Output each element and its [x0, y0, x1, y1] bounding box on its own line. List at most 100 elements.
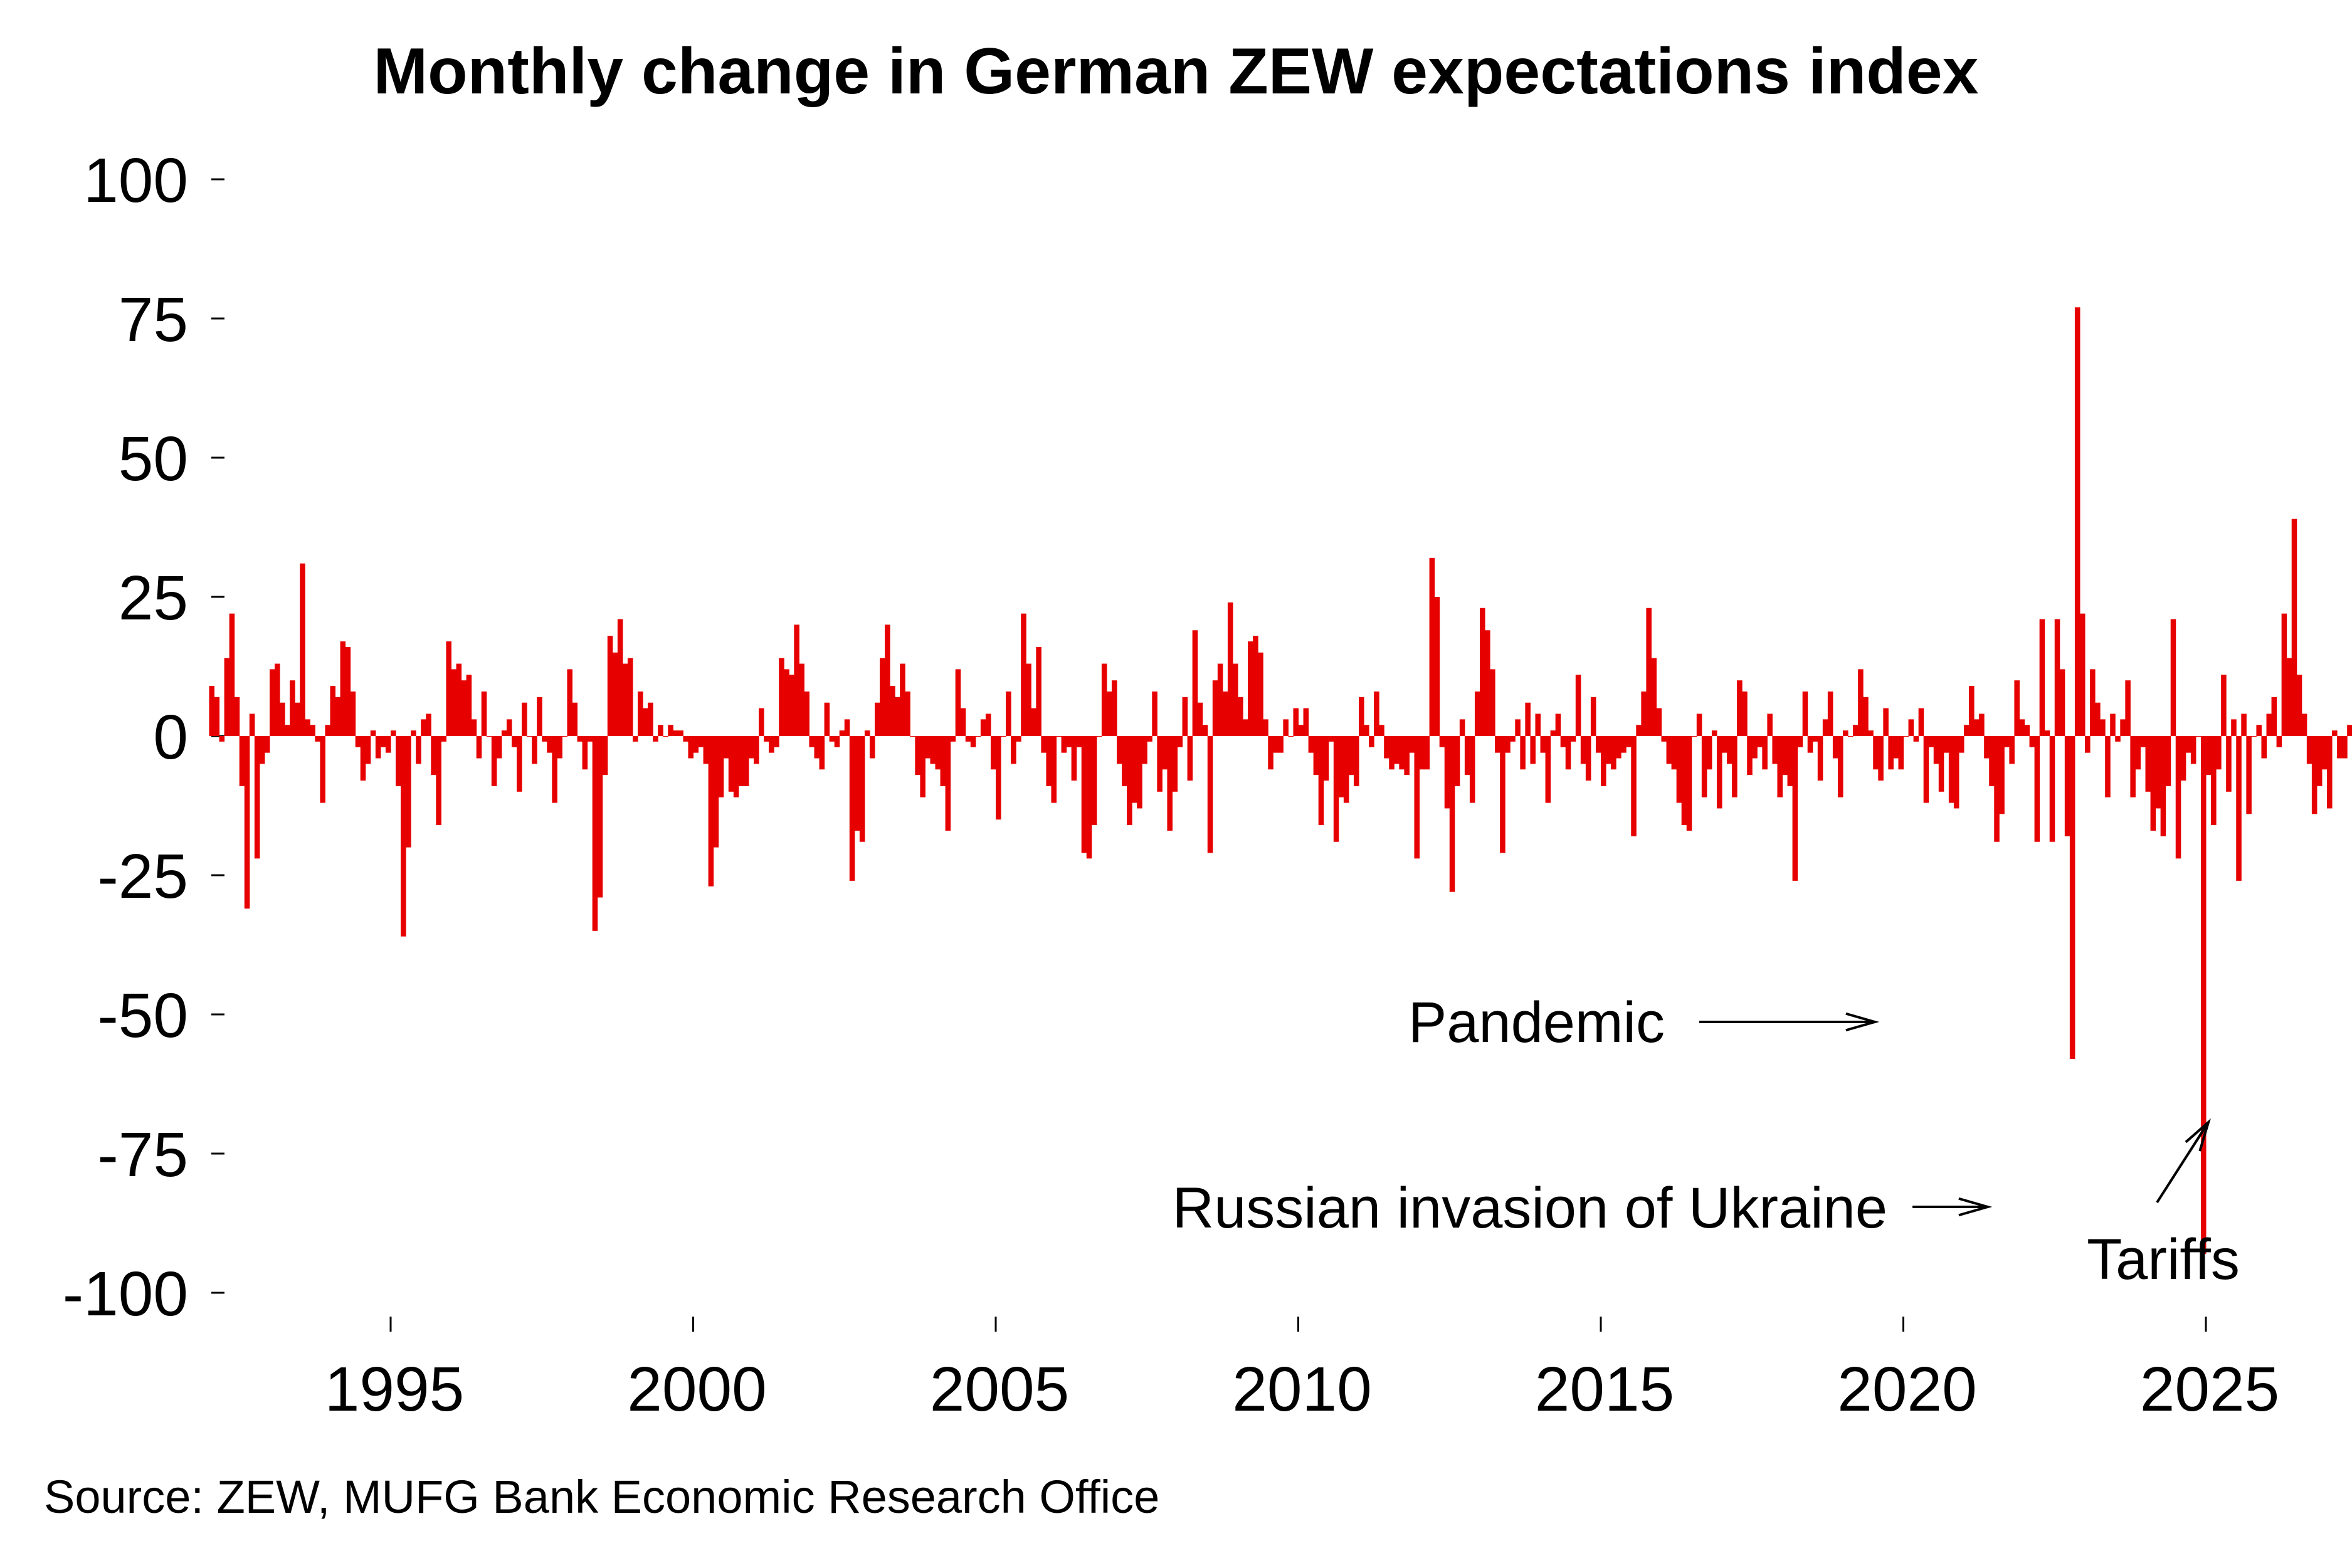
bar	[1802, 691, 1808, 736]
bar	[1601, 736, 1606, 786]
bar	[718, 736, 724, 797]
annotation-pandemic: Pandemic	[1408, 991, 1665, 1055]
bar	[1570, 736, 1576, 742]
bar	[2206, 736, 2212, 776]
bar	[1106, 691, 1112, 736]
bar	[1711, 730, 1717, 736]
bar	[1999, 736, 2005, 814]
bar	[1318, 736, 1324, 826]
bar	[2029, 736, 2035, 747]
bar	[350, 691, 356, 736]
bar	[990, 736, 996, 770]
bar	[1041, 736, 1047, 753]
bar	[2337, 736, 2343, 759]
bar	[234, 697, 240, 736]
bar	[950, 736, 956, 742]
bar	[406, 736, 411, 848]
bar	[663, 736, 668, 737]
bar	[1157, 736, 1163, 792]
bar	[1333, 736, 1339, 842]
bar	[506, 719, 512, 736]
bar	[1021, 613, 1026, 736]
bar	[441, 736, 446, 742]
bar	[264, 736, 270, 753]
bar	[1606, 736, 1611, 764]
bar	[1943, 736, 1949, 753]
bar	[875, 702, 880, 736]
bar	[1444, 736, 1450, 809]
bar	[900, 663, 905, 736]
bar	[2332, 730, 2338, 736]
bar	[1379, 725, 1384, 736]
bar	[1656, 708, 1662, 736]
bar	[1162, 736, 1168, 770]
bar	[925, 736, 931, 759]
bar	[1550, 730, 1556, 736]
bar	[355, 736, 361, 747]
bar	[1147, 736, 1152, 742]
x-tick-label: 2005	[930, 1354, 1069, 1424]
bar	[1222, 691, 1228, 736]
bar	[2049, 736, 2055, 842]
bar	[2019, 719, 2025, 736]
bar	[1732, 736, 1738, 797]
bar	[2316, 736, 2323, 786]
bar	[1933, 736, 1939, 764]
bar	[809, 736, 815, 747]
bar	[436, 736, 441, 826]
bar	[1238, 697, 1243, 736]
bar	[1984, 736, 1990, 759]
bar	[804, 691, 809, 736]
bar	[1343, 736, 1349, 803]
bar	[708, 736, 714, 887]
bar	[466, 675, 472, 736]
bar	[1691, 736, 1697, 737]
bar	[759, 708, 764, 736]
bar	[491, 736, 497, 786]
bar	[1384, 736, 1390, 759]
bar	[915, 736, 920, 776]
bar	[1187, 736, 1193, 781]
bar	[496, 736, 502, 759]
bar	[869, 736, 875, 759]
annotations: Pandemic Russian invasion of Ukraine Tarif…	[1173, 991, 2240, 1292]
bar	[1792, 736, 1798, 881]
bar	[451, 669, 457, 736]
bar	[2074, 307, 2080, 736]
bar	[2165, 736, 2171, 786]
bar	[431, 736, 436, 776]
bar	[678, 730, 683, 736]
bar	[2150, 736, 2156, 831]
bar	[1812, 736, 1818, 742]
bar	[1323, 736, 1329, 781]
bar	[2266, 713, 2272, 736]
bar	[1540, 736, 1546, 753]
x-axis: 1995 2000 2005 2010 2015 2020 2025	[325, 1317, 2279, 1424]
bar	[2347, 725, 2352, 736]
y-tick-label: -75	[97, 1120, 188, 1190]
bar	[1132, 736, 1137, 803]
bar	[2014, 680, 2020, 736]
bar	[980, 719, 986, 736]
bar	[819, 736, 825, 770]
bar	[910, 736, 915, 737]
bar	[1923, 736, 1929, 803]
bar	[275, 663, 280, 736]
bar	[1167, 736, 1173, 831]
bar	[1727, 736, 1732, 764]
bar	[834, 736, 840, 747]
bar	[1772, 736, 1778, 764]
bar	[774, 736, 779, 747]
bar	[1485, 630, 1490, 736]
bar	[1474, 691, 1480, 736]
bar	[1706, 736, 1712, 770]
bar	[748, 736, 754, 759]
bar	[1595, 736, 1601, 753]
bar	[2105, 736, 2111, 797]
bar	[1399, 736, 1405, 770]
bar	[1938, 736, 1944, 792]
bar	[1026, 663, 1031, 736]
bar	[955, 669, 961, 736]
bar	[1873, 736, 1879, 770]
bar	[1545, 736, 1551, 803]
